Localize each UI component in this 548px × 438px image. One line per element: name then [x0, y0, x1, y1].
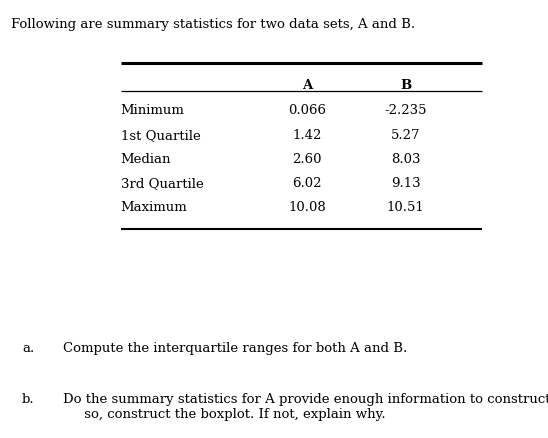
Text: Following are summary statistics for two data sets, A and B.: Following are summary statistics for two… [11, 18, 415, 31]
Text: A: A [302, 79, 312, 92]
Text: 5.27: 5.27 [391, 128, 420, 141]
Text: a.: a. [22, 342, 34, 355]
Text: 1.42: 1.42 [292, 128, 322, 141]
Text: 9.13: 9.13 [391, 177, 420, 190]
Text: Maximum: Maximum [121, 201, 187, 214]
Text: 1st Quartile: 1st Quartile [121, 128, 201, 141]
Text: b.: b. [22, 392, 35, 405]
Text: 8.03: 8.03 [391, 152, 420, 166]
Text: 10.51: 10.51 [387, 201, 424, 214]
Text: 2.60: 2.60 [292, 152, 322, 166]
Text: Do the summary statistics for A provide enough information to construct a boxplo: Do the summary statistics for A provide … [63, 392, 548, 420]
Text: 3rd Quartile: 3rd Quartile [121, 177, 203, 190]
Text: 10.08: 10.08 [288, 201, 326, 214]
Text: Minimum: Minimum [121, 104, 185, 117]
Text: 6.02: 6.02 [292, 177, 322, 190]
Text: B: B [400, 79, 411, 92]
Text: Compute the interquartile ranges for both A and B.: Compute the interquartile ranges for bot… [63, 342, 407, 355]
Text: Median: Median [121, 152, 171, 166]
Text: -2.235: -2.235 [384, 104, 427, 117]
Text: 0.066: 0.066 [288, 104, 326, 117]
